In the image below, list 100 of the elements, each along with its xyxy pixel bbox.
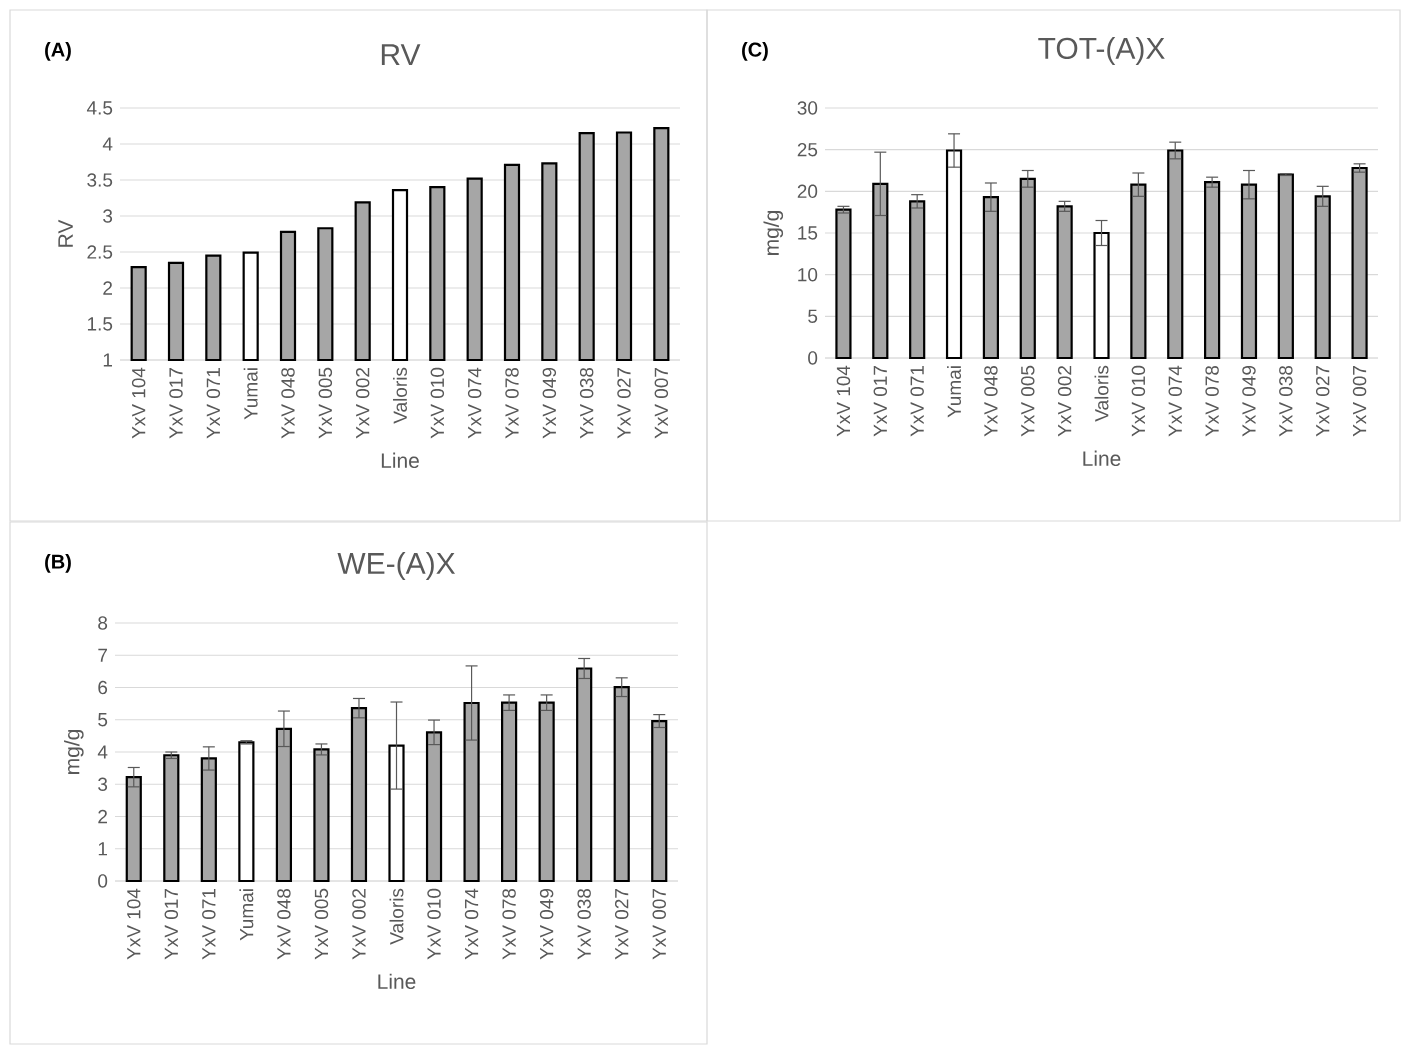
- x-tick-label: YxV 104: [131, 367, 146, 439]
- x-tick-label: YxV 007: [652, 889, 666, 960]
- bar: [872, 182, 889, 360]
- text: (C): [742, 42, 768, 61]
- x-tick-label: YxV 038: [577, 888, 591, 960]
- y-tick-label: 25: [797, 142, 818, 157]
- y-tick-label: 7: [98, 648, 107, 662]
- bar: [350, 707, 368, 883]
- y-axis-title: mg/g: [763, 211, 784, 255]
- x-tick-label: YxV 078: [502, 888, 516, 960]
- bar: [576, 667, 593, 883]
- bar: [1277, 173, 1294, 360]
- y-tick-label: 2: [98, 809, 107, 824]
- bar: [945, 149, 963, 360]
- y-tick-label: 1.5: [87, 317, 113, 331]
- bar: [835, 208, 852, 360]
- x-tick-label: YxV 104: [836, 365, 851, 437]
- y-tick-label: 4: [97, 745, 108, 759]
- text: (A): [45, 42, 71, 61]
- x-tick-label: YxV 071: [206, 368, 221, 439]
- bar: [1056, 205, 1073, 360]
- x-tick-label: YxV 002: [355, 368, 370, 439]
- x-tick-label: YxV 010: [430, 367, 445, 439]
- y-tick-label: 0: [808, 351, 818, 365]
- x-tick-label: YxV 038: [579, 367, 594, 439]
- x-tick-label: Valoris: [1094, 365, 1109, 422]
- chart-title: RV: [381, 44, 421, 65]
- y-tick-label: 4.5: [86, 101, 113, 115]
- bar: [501, 701, 518, 883]
- y-tick-label: 20: [797, 184, 818, 199]
- bar: [200, 757, 217, 883]
- y-tick-label: 3: [98, 777, 108, 791]
- bar: [125, 776, 142, 883]
- x-tick-label: Yumai: [243, 368, 258, 420]
- chart-title: WE-(A)X: [337, 552, 456, 580]
- y-tick-label: 15: [798, 226, 818, 240]
- y-axis-title: RV: [58, 219, 73, 247]
- y-tick-label: 4: [102, 137, 113, 151]
- bar: [463, 701, 480, 883]
- x-tick-label: YxV 002: [1057, 366, 1072, 437]
- chart-title: TOT-(A)X: [1038, 36, 1165, 65]
- bar: [1204, 181, 1221, 360]
- x-tick-label: YxV 038: [1279, 365, 1293, 437]
- y-tick-label: 3.5: [87, 173, 113, 187]
- y-tick-label: 8: [98, 616, 108, 630]
- x-tick-label: YxV 071: [910, 366, 924, 437]
- y-tick-label: 5: [98, 713, 108, 727]
- x-tick-label: YxV 048: [281, 367, 295, 439]
- x-tick-label: YxV 071: [202, 889, 216, 960]
- x-tick-label: YxV 005: [1021, 365, 1035, 437]
- y-tick-label: 30: [797, 101, 818, 115]
- x-tick-label: YxV 027: [614, 889, 629, 960]
- x-tick-label: YxV 010: [1131, 365, 1146, 437]
- bar: [651, 719, 668, 883]
- x-tick-label: YxV 074: [467, 367, 482, 439]
- x-tick-label: YxV 017: [169, 368, 183, 439]
- x-tick-label: YxV 017: [873, 366, 888, 437]
- x-tick-label: YxV 049: [1242, 365, 1256, 437]
- bar: [1019, 177, 1036, 360]
- x-tick-label: YxV 104: [127, 888, 141, 960]
- x-tick-label: YxV 048: [277, 888, 291, 960]
- y-tick-label: 1: [98, 842, 107, 856]
- x-tick-label: YxV 049: [539, 888, 554, 960]
- x-tick-label: YxV 027: [1315, 366, 1330, 437]
- bar: [163, 754, 180, 883]
- x-tick-label: YxV 005: [318, 367, 333, 439]
- x-tick-label: YxV 005: [314, 888, 329, 960]
- x-tick-label: YxV 049: [542, 367, 557, 439]
- bar: [982, 196, 1000, 360]
- x-axis-title: Line: [378, 973, 416, 990]
- bar: [313, 748, 330, 883]
- x-tick-label: Valoris: [389, 888, 404, 945]
- y-tick-label: 1: [103, 353, 112, 367]
- bar: [1093, 231, 1110, 360]
- x-tick-label: YxV 078: [1205, 365, 1219, 437]
- x-tick-label: YxV 074: [464, 888, 479, 960]
- bar: [388, 744, 405, 883]
- bar: [613, 686, 630, 883]
- bar: [425, 731, 443, 883]
- x-tick-label: Yumai: [239, 889, 254, 941]
- y-tick-label: 5: [808, 309, 818, 323]
- y-tick-label: 6: [98, 680, 108, 695]
- x-tick-label: YxV 027: [617, 368, 631, 439]
- x-axis-title: Line: [381, 452, 419, 469]
- bar: [1351, 166, 1368, 360]
- x-tick-label: YxV 017: [164, 889, 179, 960]
- y-tick-label: 3: [103, 209, 113, 223]
- x-tick-label: YxV 048: [984, 365, 998, 437]
- bar: [1240, 183, 1258, 360]
- bar: [909, 200, 926, 360]
- bar: [1130, 183, 1147, 360]
- x-tick-label: Valoris: [393, 367, 407, 424]
- bar: [1314, 195, 1331, 360]
- x-tick-label: YxV 007: [654, 368, 669, 439]
- text: (B): [45, 554, 71, 573]
- y-tick-label: 0: [98, 874, 108, 888]
- x-tick-label: YxV 074: [1168, 365, 1182, 437]
- x-tick-label: YxV 007: [1352, 366, 1367, 437]
- bar: [538, 701, 555, 883]
- x-tick-label: YxV 002: [352, 889, 366, 960]
